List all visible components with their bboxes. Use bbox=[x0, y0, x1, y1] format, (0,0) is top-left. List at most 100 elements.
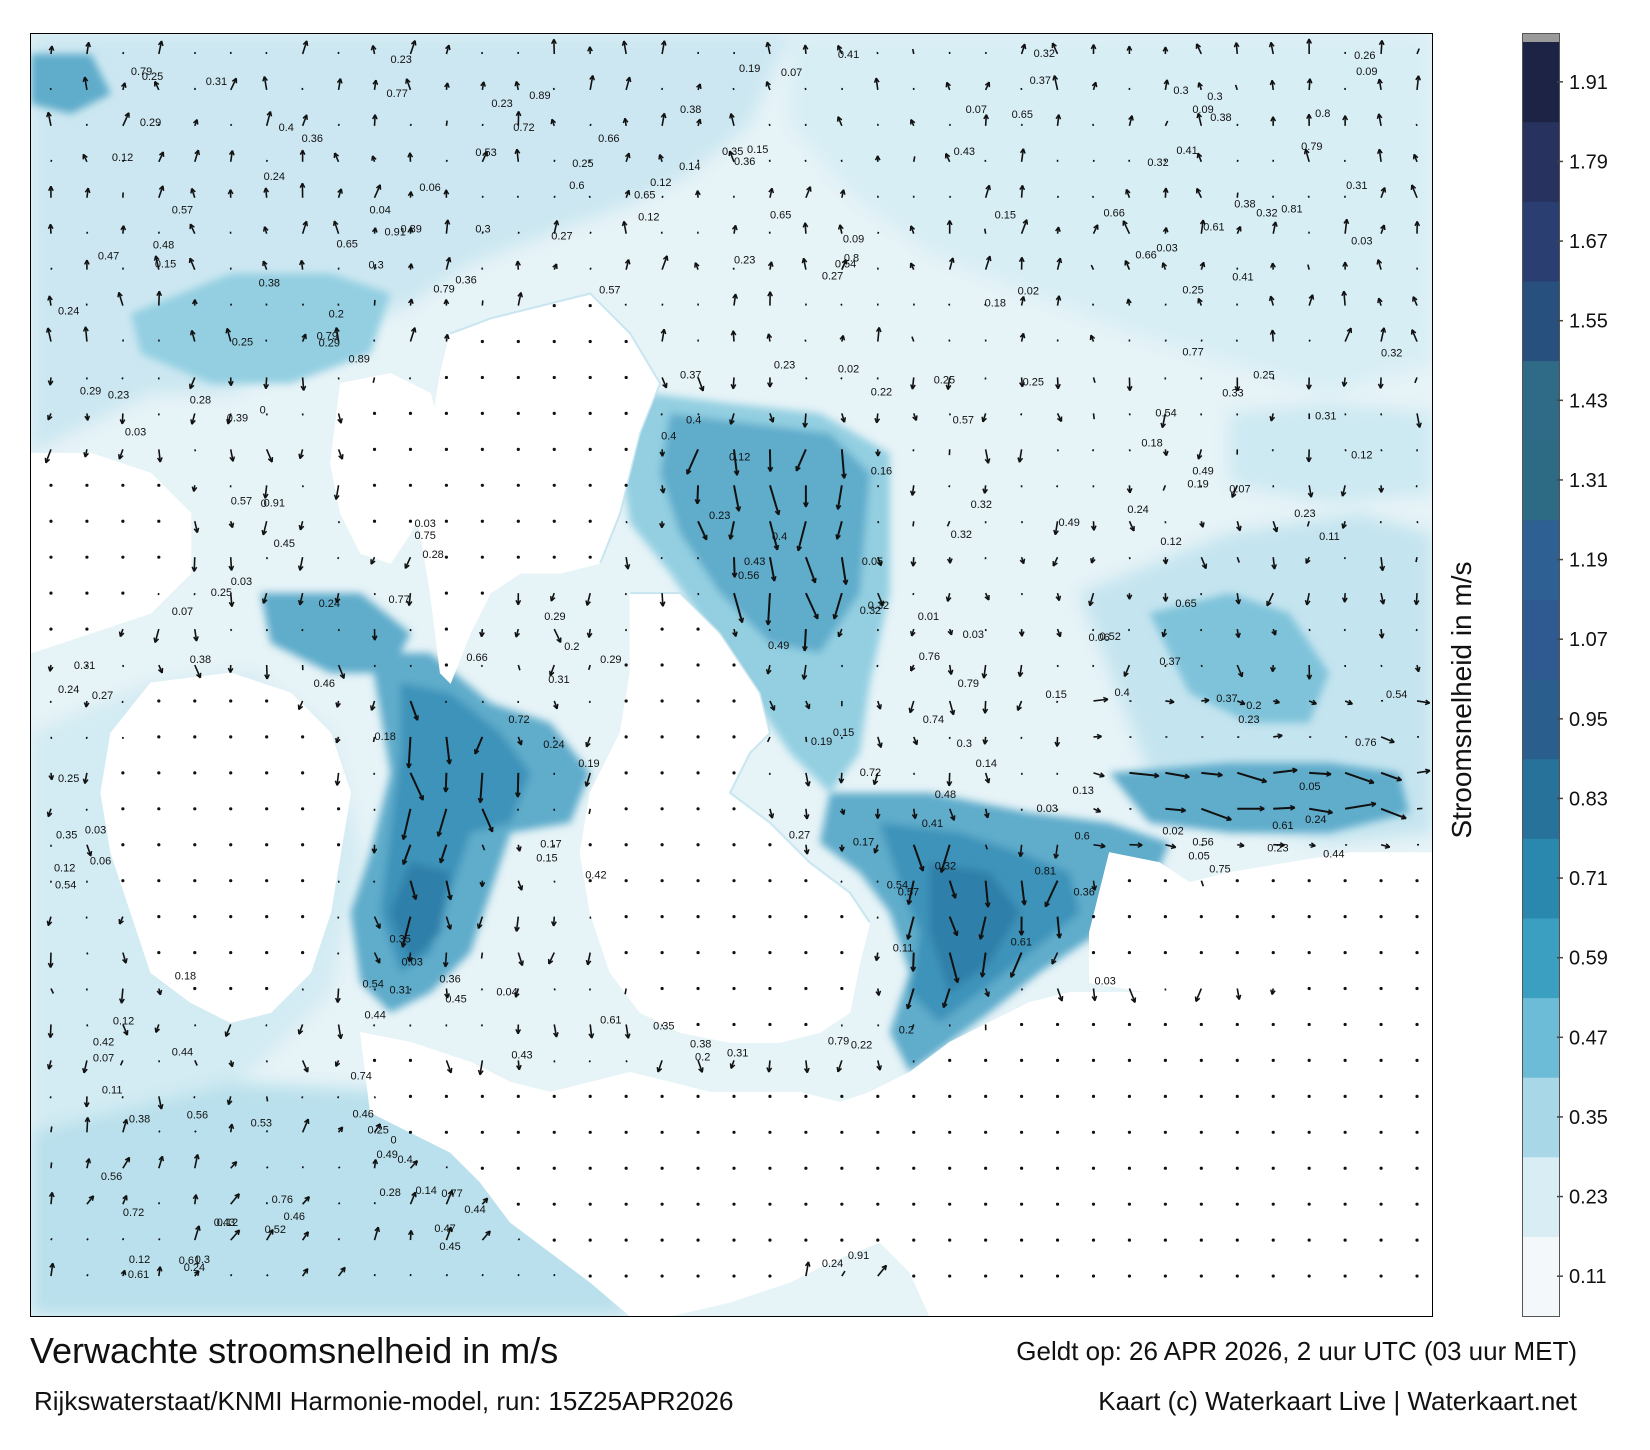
speed-label: 0.18 bbox=[985, 298, 1006, 310]
current-vector bbox=[875, 77, 879, 91]
current-vector bbox=[337, 78, 342, 91]
current-vector-head bbox=[837, 631, 843, 638]
zero-vector-dot bbox=[229, 807, 233, 811]
current-vector-head bbox=[299, 259, 305, 266]
current-vector-head bbox=[263, 383, 270, 390]
current-vector bbox=[194, 449, 197, 452]
speed-label: 0.91 bbox=[264, 497, 285, 509]
current-vector bbox=[1020, 43, 1026, 55]
zero-vector-dot bbox=[1235, 1022, 1239, 1027]
current-vector bbox=[373, 1123, 381, 1133]
zero-vector-dot bbox=[912, 1238, 916, 1242]
current-vector bbox=[1018, 449, 1023, 463]
current-vector bbox=[589, 1024, 593, 1039]
current-vector bbox=[984, 449, 990, 464]
current-vector bbox=[409, 123, 412, 127]
current-vector-head bbox=[803, 814, 810, 820]
current-vector bbox=[516, 195, 520, 199]
colorbar-tick-label: 1.19 bbox=[1569, 550, 1608, 572]
current-vector-head bbox=[339, 673, 346, 679]
current-vector-head bbox=[1377, 383, 1384, 389]
zero-vector-dot bbox=[696, 843, 700, 847]
zero-vector-dot bbox=[229, 735, 233, 739]
zero-vector-dot bbox=[696, 1094, 700, 1098]
zero-vector-dot bbox=[552, 1238, 556, 1242]
current-vector-head bbox=[474, 748, 480, 755]
current-vector bbox=[984, 844, 988, 850]
zero-vector-dot bbox=[1127, 1202, 1132, 1206]
current-vector-head bbox=[158, 185, 165, 191]
current-vector bbox=[803, 413, 807, 428]
zero-vector-dot bbox=[1271, 1202, 1275, 1206]
current-vector bbox=[732, 267, 735, 270]
speed-label: 0.05 bbox=[1299, 781, 1320, 793]
current-vector bbox=[337, 1237, 341, 1241]
current-vector-head bbox=[949, 815, 956, 821]
current-vector-head bbox=[374, 1226, 381, 1233]
current-vector-head bbox=[443, 299, 450, 305]
current-vector-head bbox=[156, 457, 163, 463]
current-vector-head bbox=[659, 601, 666, 607]
current-vector-head bbox=[659, 488, 666, 494]
speed-label: 0.75 bbox=[1209, 864, 1230, 876]
current-vector bbox=[301, 114, 308, 127]
speed-label: 0.22 bbox=[871, 386, 892, 398]
zero-vector-dot bbox=[660, 771, 664, 775]
speed-label: 0.15 bbox=[1046, 689, 1067, 701]
current-vector bbox=[373, 339, 376, 342]
speed-label: 0.61 bbox=[1272, 820, 1293, 832]
colorbar-tick-label: 0.71 bbox=[1569, 868, 1608, 890]
zero-vector-dot bbox=[660, 1094, 664, 1098]
current-vector-head bbox=[874, 417, 881, 424]
zero-vector-dot bbox=[444, 411, 449, 416]
speed-label: 0.41 bbox=[1232, 272, 1253, 284]
current-vector-head bbox=[1090, 558, 1096, 564]
speed-label: 0.54 bbox=[1155, 407, 1176, 419]
current-vector bbox=[86, 1273, 89, 1277]
current-vector-head bbox=[918, 865, 925, 872]
current-vector-head bbox=[193, 1153, 200, 1160]
current-vector bbox=[661, 593, 664, 607]
current-vector-head bbox=[400, 942, 407, 948]
current-vector bbox=[229, 593, 233, 607]
current-vector-head bbox=[1268, 41, 1275, 48]
current-vector bbox=[229, 557, 233, 571]
current-vector bbox=[1344, 802, 1377, 810]
current-vector-head bbox=[659, 522, 665, 529]
zero-vector-dot bbox=[624, 1130, 628, 1134]
speed-label: 0 bbox=[390, 1134, 396, 1146]
current-vector-head bbox=[413, 715, 419, 721]
current-vector-head bbox=[875, 990, 882, 996]
current-vector-head bbox=[624, 1033, 631, 1039]
zero-vector-dot bbox=[624, 663, 628, 667]
current-vector bbox=[444, 952, 448, 967]
current-vector bbox=[86, 1195, 95, 1205]
current-vector bbox=[445, 1226, 452, 1241]
zero-vector-dot bbox=[1127, 1130, 1132, 1134]
current-vector bbox=[1093, 772, 1105, 778]
current-vector bbox=[1378, 78, 1382, 91]
speed-label: 0.24 bbox=[543, 739, 564, 751]
current-vector bbox=[1411, 184, 1418, 199]
current-vector bbox=[1195, 43, 1203, 55]
current-vector-head bbox=[1088, 600, 1094, 607]
colorbar-segment bbox=[1523, 42, 1559, 123]
current-vector bbox=[1020, 219, 1028, 234]
zero-vector-dot bbox=[1199, 915, 1203, 919]
current-vector-head bbox=[1091, 995, 1098, 1002]
current-vector bbox=[586, 952, 591, 966]
speed-label: 0.07 bbox=[93, 1052, 114, 1064]
current-vector bbox=[122, 159, 125, 163]
current-vector bbox=[122, 1024, 129, 1036]
zero-vector-dot bbox=[1307, 986, 1311, 991]
current-vector-head bbox=[662, 255, 669, 261]
current-vector bbox=[481, 231, 484, 234]
current-vector-head bbox=[910, 630, 916, 637]
current-vector bbox=[445, 219, 449, 234]
current-vector-head bbox=[766, 1067, 773, 1073]
current-vector-head bbox=[1410, 184, 1417, 191]
current-vector bbox=[50, 1237, 53, 1241]
zero-vector-dot bbox=[624, 771, 628, 775]
current-vector-head bbox=[983, 812, 990, 819]
zero-vector-dot bbox=[193, 699, 197, 703]
